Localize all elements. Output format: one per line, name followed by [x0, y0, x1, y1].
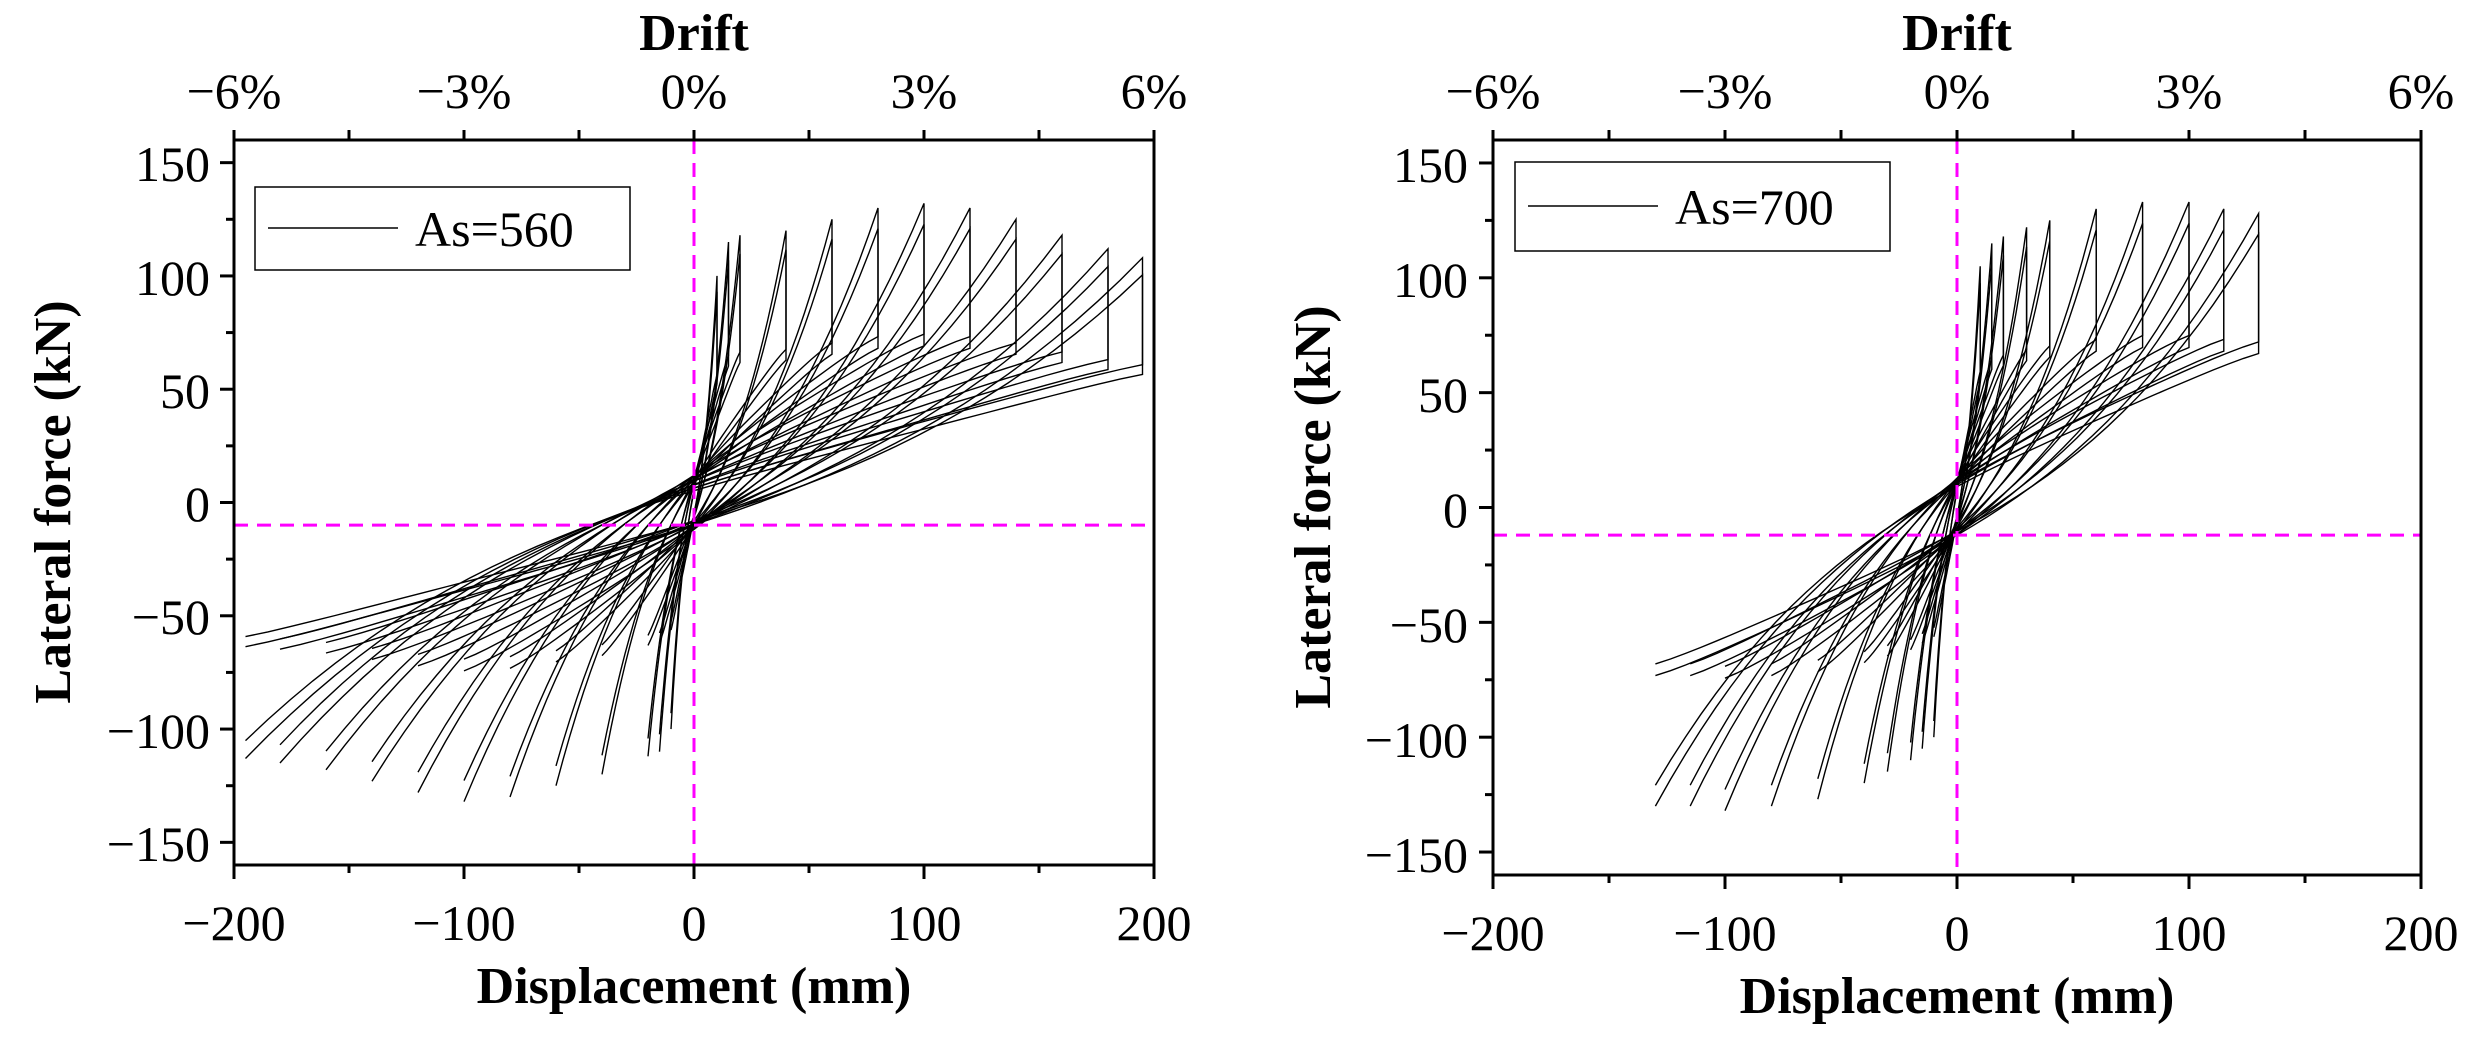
- top-tick-label: 3%: [891, 63, 958, 119]
- x-axis-title: Displacement (mm): [1740, 968, 2175, 1025]
- hysteresis-loop: [279, 264, 1109, 746]
- y-tick-label: 50: [160, 363, 210, 419]
- chart-panel-right: −200 −100 0 100 200 −6% −3% 0% 3% 6% −15…: [1285, 5, 2459, 1025]
- top-tick-label: 0%: [1924, 63, 1991, 119]
- top-axis-title: Drift: [639, 5, 749, 62]
- top-tick-label: −6%: [187, 63, 282, 119]
- y-tick-label: 0: [185, 476, 210, 532]
- y-tick-label: 150: [1393, 137, 1468, 193]
- top-tick-label: 6%: [2388, 63, 2455, 119]
- x-axis-title: Displacement (mm): [477, 958, 912, 1015]
- x-tick-label: 200: [2384, 905, 2459, 961]
- x-tick-label: 100: [2152, 905, 2227, 961]
- hysteresis-loop: [245, 273, 1144, 742]
- hysteresis-loop: [1817, 229, 2097, 779]
- top-axis-title: Drift: [1902, 5, 2012, 62]
- hysteresis-loop: [555, 238, 833, 767]
- top-tick-label: 3%: [2156, 63, 2223, 119]
- hysteresis-loop: [371, 236, 1017, 763]
- x-ticks-left: [232, 865, 1156, 879]
- y-tick-label: −150: [1365, 827, 1468, 883]
- y-tick-label: −100: [107, 703, 210, 759]
- y-tick-label: −50: [132, 589, 210, 645]
- legend-label: As=700: [1675, 179, 1834, 235]
- hysteresis-loop: [509, 207, 879, 798]
- top-tick-label: 0%: [661, 63, 728, 119]
- hysteresis-loop: [463, 203, 925, 802]
- y-tick-label: −50: [1390, 597, 1468, 653]
- hysteresis-loop: [325, 233, 1063, 771]
- x-tick-label: −200: [1441, 905, 1544, 961]
- x-tick-label: −100: [412, 895, 515, 951]
- hysteresis-loop: [1654, 231, 2260, 786]
- y-axis-title: Lateral force (kN): [25, 300, 82, 703]
- y-tick-label: −150: [107, 816, 210, 872]
- x-tick-label: 200: [1117, 895, 1192, 951]
- top-tick-label: −6%: [1446, 63, 1541, 119]
- top-ticks-left: [232, 130, 1156, 140]
- hysteresis-loop: [647, 253, 741, 739]
- top-tick-label: −3%: [417, 63, 512, 119]
- hysteresis-loop: [1863, 240, 2051, 764]
- legend-right: As=700: [1514, 161, 1891, 252]
- x-tick-label: 0: [1945, 905, 1970, 961]
- top-tick-label: −3%: [1678, 63, 1773, 119]
- top-ticks-right: [1491, 130, 2423, 140]
- hysteresis-loop: [670, 275, 718, 730]
- y-tick-label: 50: [1418, 367, 1468, 423]
- y-tick-label: 150: [135, 136, 210, 192]
- x-tick-label: −200: [182, 895, 285, 951]
- y-tick-label: −100: [1365, 712, 1468, 768]
- legend-label: As=560: [415, 201, 574, 257]
- hysteresis-loop: [1909, 255, 2005, 743]
- top-tick-label: 6%: [1121, 63, 1188, 119]
- y-ticks-left: [220, 161, 234, 844]
- y-axis-title: Lateral force (kN): [1285, 305, 1342, 708]
- hysteresis-loop: [1689, 229, 2225, 786]
- y-tick-label: 0: [1443, 482, 1468, 538]
- hysteresis-loop: [1817, 208, 2097, 800]
- x-tick-label: 0: [682, 895, 707, 951]
- hysteresis-curve-left: [245, 203, 1144, 802]
- y-tick-label: 100: [1393, 252, 1468, 308]
- x-tick-label: 100: [887, 895, 962, 951]
- hysteresis-curve-right: [1654, 201, 2260, 811]
- x-tick-label: −100: [1673, 905, 1776, 961]
- x-ticks-right: [1491, 875, 2423, 889]
- legend-left: As=560: [254, 186, 631, 271]
- y-ticks-right: [1479, 161, 1493, 854]
- y-tick-label: 100: [135, 250, 210, 306]
- chart-panel-left: −200 −100 0 100 200 −6% −3% 0% 3% 6% −15…: [25, 5, 1192, 1015]
